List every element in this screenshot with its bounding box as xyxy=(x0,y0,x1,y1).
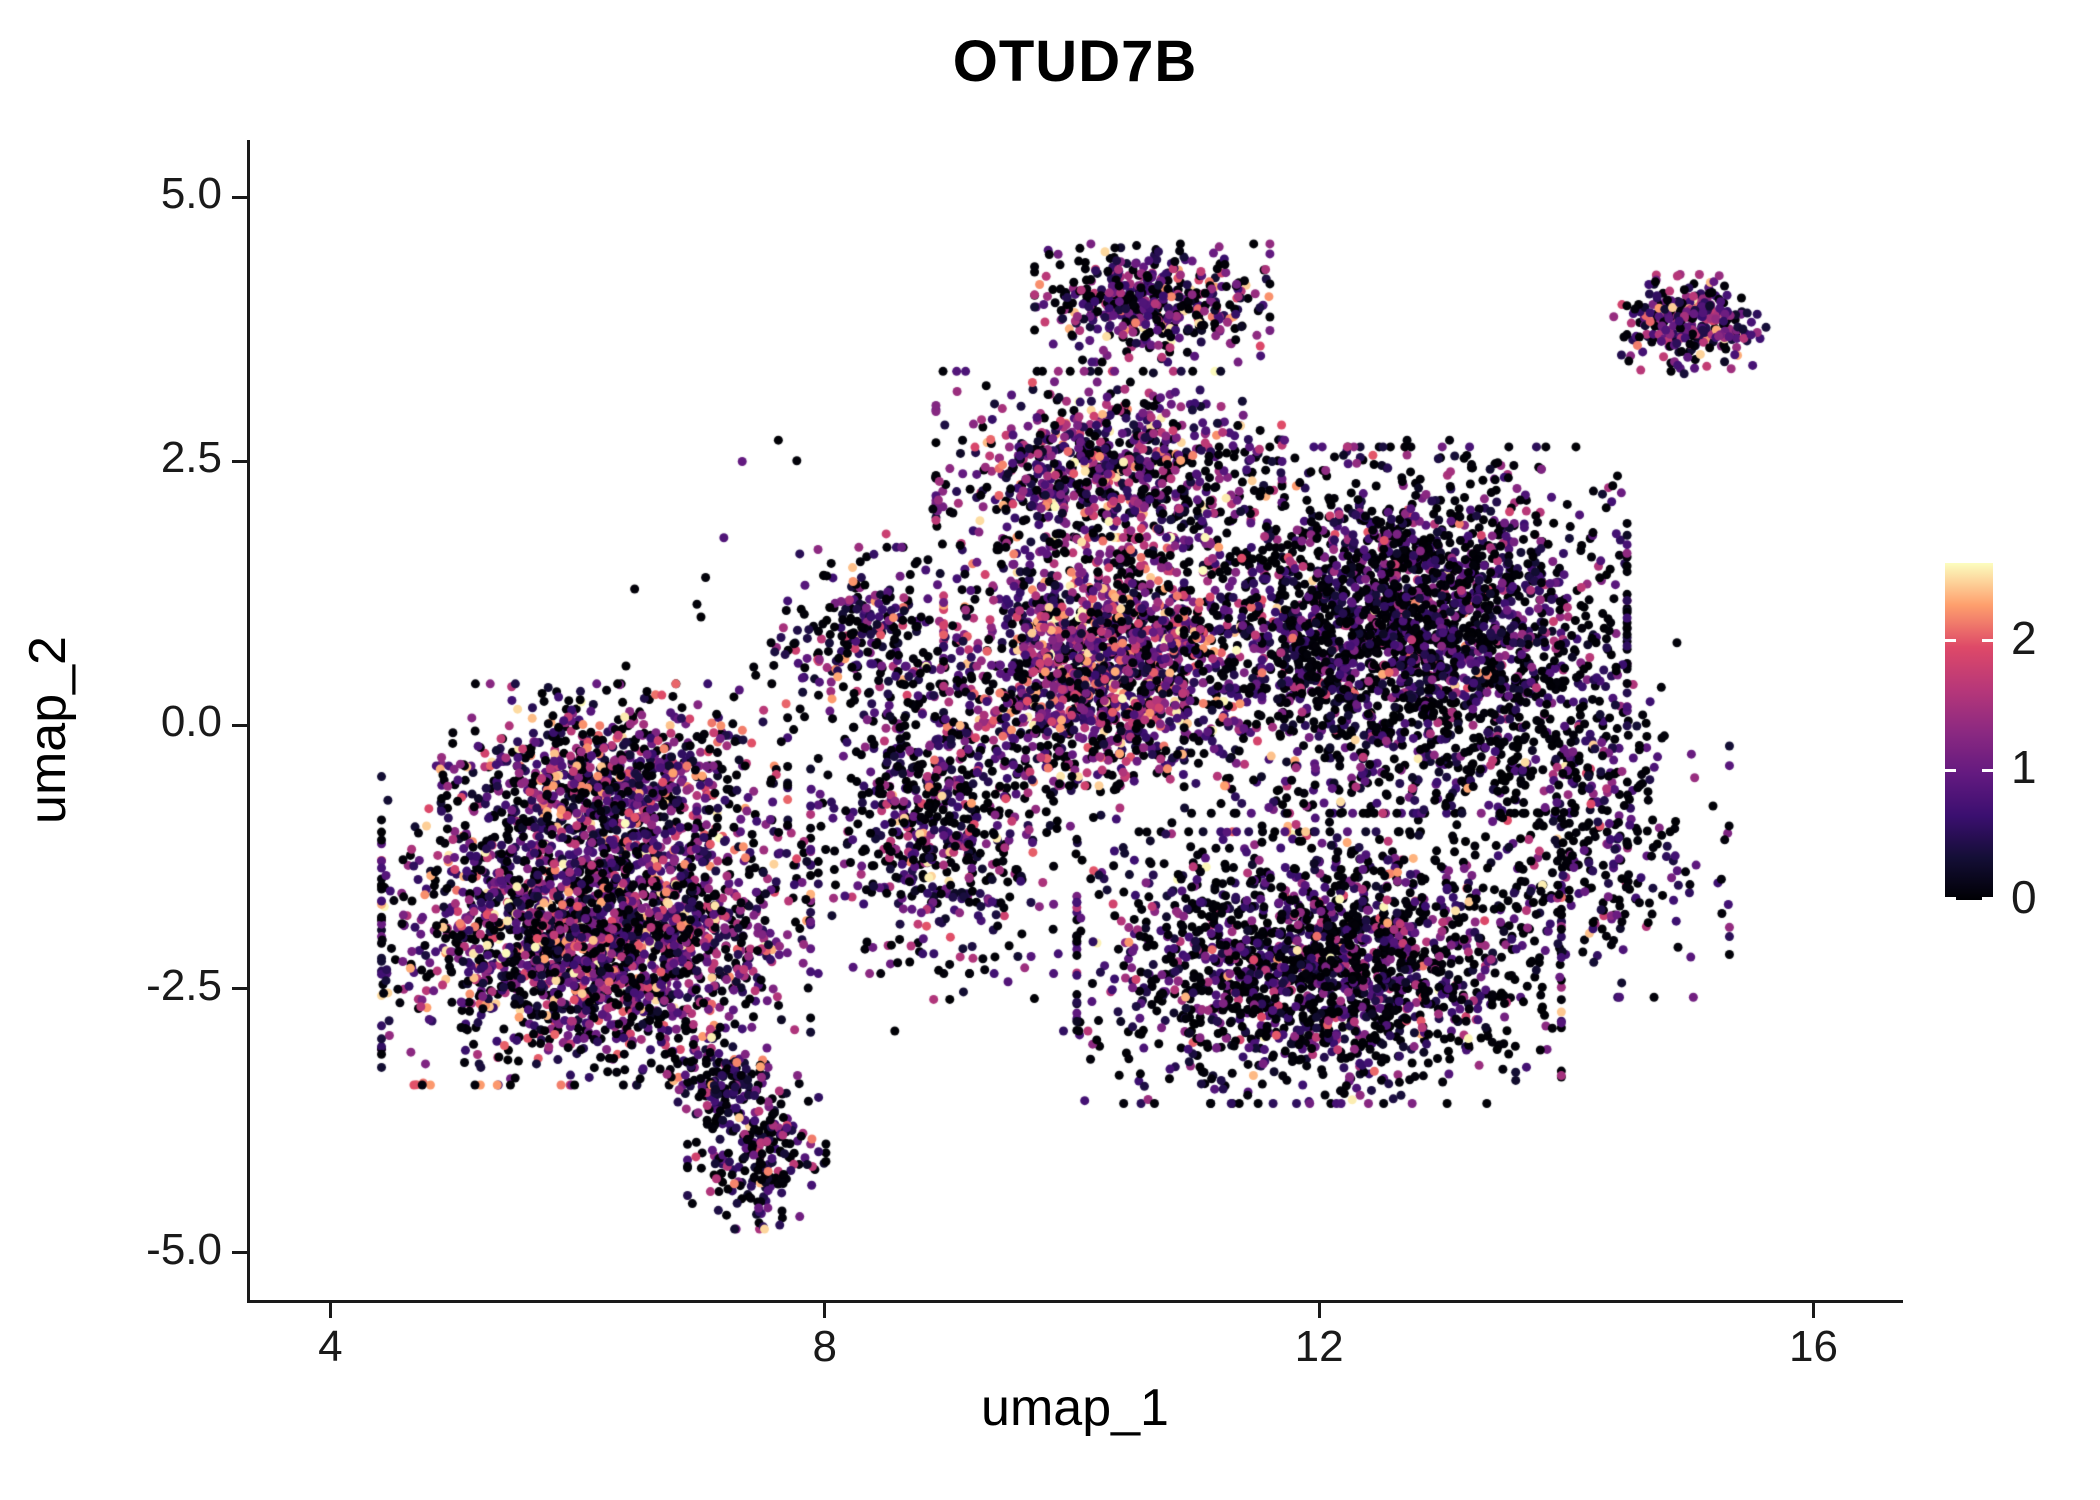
colorbar-tick-label: 1 xyxy=(2011,741,2037,794)
x-tick-mark xyxy=(823,1303,827,1318)
x-axis-line xyxy=(247,1300,1903,1303)
plot-title: OTUD7B xyxy=(952,29,1198,94)
colorbar-tick-label: 2 xyxy=(2011,611,2037,664)
x-tick-label: 8 xyxy=(812,1322,837,1371)
colorbar-tick-mark xyxy=(1982,639,1993,643)
y-axis-line xyxy=(247,140,250,1303)
x-tick-label: 4 xyxy=(318,1322,343,1371)
y-tick-label: 5.0 xyxy=(160,169,222,219)
y-tick-label: -5.0 xyxy=(146,1224,222,1274)
colorbar-tick-mark xyxy=(1982,768,1993,772)
colorbar-tick-mark xyxy=(1945,897,1956,900)
colorbar-tick-mark xyxy=(1945,639,1956,643)
y-tick-label: 2.5 xyxy=(160,433,222,483)
y-tick-label: 0.0 xyxy=(160,697,222,746)
y-tick-mark xyxy=(232,1251,247,1255)
y-tick-mark xyxy=(232,195,247,199)
x-axis-title: umap_1 xyxy=(981,1379,1169,1437)
x-tick-mark xyxy=(1811,1303,1815,1318)
y-tick-mark xyxy=(232,459,247,463)
colorbar-tick-label: 0 xyxy=(2011,871,2037,923)
colorbar-tick-mark xyxy=(1982,897,1993,900)
y-tick-mark xyxy=(232,723,247,727)
y-tick-mark xyxy=(232,987,247,991)
x-tick-label: 16 xyxy=(1788,1322,1838,1371)
colorbar-gradient xyxy=(1945,563,1993,900)
x-tick-label: 12 xyxy=(1294,1322,1344,1371)
x-tick-mark xyxy=(328,1303,332,1318)
colorbar-tick-mark xyxy=(1945,768,1956,772)
y-axis-title: umap_2 xyxy=(19,636,77,824)
y-tick-label: -2.5 xyxy=(146,960,222,1010)
x-tick-mark xyxy=(1317,1303,1321,1318)
